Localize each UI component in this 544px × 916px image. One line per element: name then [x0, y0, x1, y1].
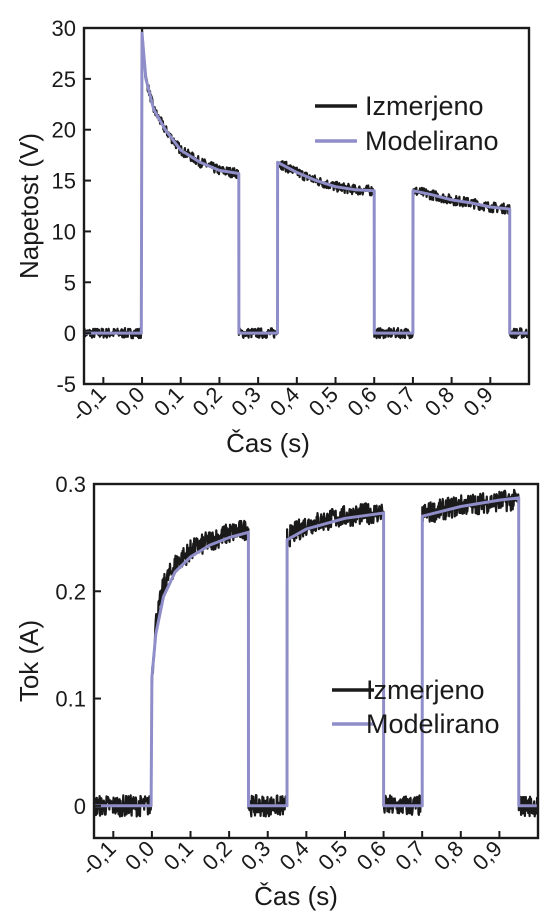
plot-frame: [92, 482, 540, 840]
y-tick-label: 0: [74, 794, 86, 819]
x-tick-label: 0,2: [197, 836, 236, 875]
x-tick-label: 0,8: [429, 836, 468, 875]
y-tick-label: 0: [64, 321, 76, 346]
legend-label-izmerjeno: Izmerjeno: [366, 675, 485, 705]
x-tick-label: 0,2: [188, 382, 227, 421]
y-tick-label: 0.3: [55, 472, 86, 497]
legend-label-modelirano: Modelirano: [365, 126, 499, 156]
x-axis-label: Čas (s): [254, 881, 338, 911]
x-tick-label: 0,3: [236, 836, 275, 875]
x-tick-label: 0,5: [304, 382, 343, 421]
x-tick-label: 0,4: [265, 382, 304, 421]
x-tick-label: 0,7: [390, 836, 429, 875]
y-tick-label: -5: [56, 372, 76, 397]
x-tick-label: 0,3: [226, 382, 265, 421]
x-tick-label: 0,6: [352, 836, 391, 875]
x-tick-label: 0,6: [342, 382, 381, 421]
legend-label-izmerjeno: Izmerjeno: [365, 91, 484, 121]
y-tick-label: 0.2: [55, 579, 86, 604]
chart-panel-2: 00.10.20.3-0,1 0,0 0,1 0,2 0,3 0,4 0,5 0,6 0,7 0,…: [14, 472, 540, 911]
series-line-izmerjeno: [94, 488, 538, 818]
x-tick-label: 0,1: [159, 836, 198, 875]
plot-frame: [82, 26, 531, 386]
x-tick-label: 0,1: [149, 382, 188, 421]
y-tick-label: 5: [64, 270, 76, 295]
x-tick-label: 0,9: [468, 836, 507, 875]
legend: Izmerjeno Modelirano: [315, 91, 499, 156]
legend: Izmerjeno Modelirano: [332, 675, 500, 739]
series-line-modelirano: [84, 31, 529, 335]
y-axis-label: Napetost (V): [14, 133, 44, 279]
series-line-izmerjeno: [84, 28, 529, 340]
x-tick-label: 0,4: [275, 836, 314, 875]
x-tick-label: -0,1: [76, 836, 120, 880]
y-tick-label: 25: [52, 67, 76, 92]
series-line-modelirano: [94, 496, 538, 808]
x-tick-label: 0,0: [120, 836, 159, 875]
y-tick-label: 0.1: [55, 687, 86, 712]
y-tick-label: 30: [52, 16, 76, 41]
y-axis-label: Tok (A): [14, 620, 44, 702]
x-tick-label: 0,0: [110, 382, 149, 421]
x-tick-label: 0,8: [420, 382, 459, 421]
legend-label-modelirano: Modelirano: [366, 709, 500, 739]
y-tick-label: 20: [52, 118, 76, 143]
x-tick-label: 0,5: [313, 836, 352, 875]
x-tick-label: 0,9: [459, 382, 498, 421]
y-tick-label: 15: [52, 169, 76, 194]
x-tick-label: 0,7: [381, 382, 420, 421]
y-tick-label: 10: [52, 219, 76, 244]
x-axis-label: Čas (s): [226, 428, 310, 458]
